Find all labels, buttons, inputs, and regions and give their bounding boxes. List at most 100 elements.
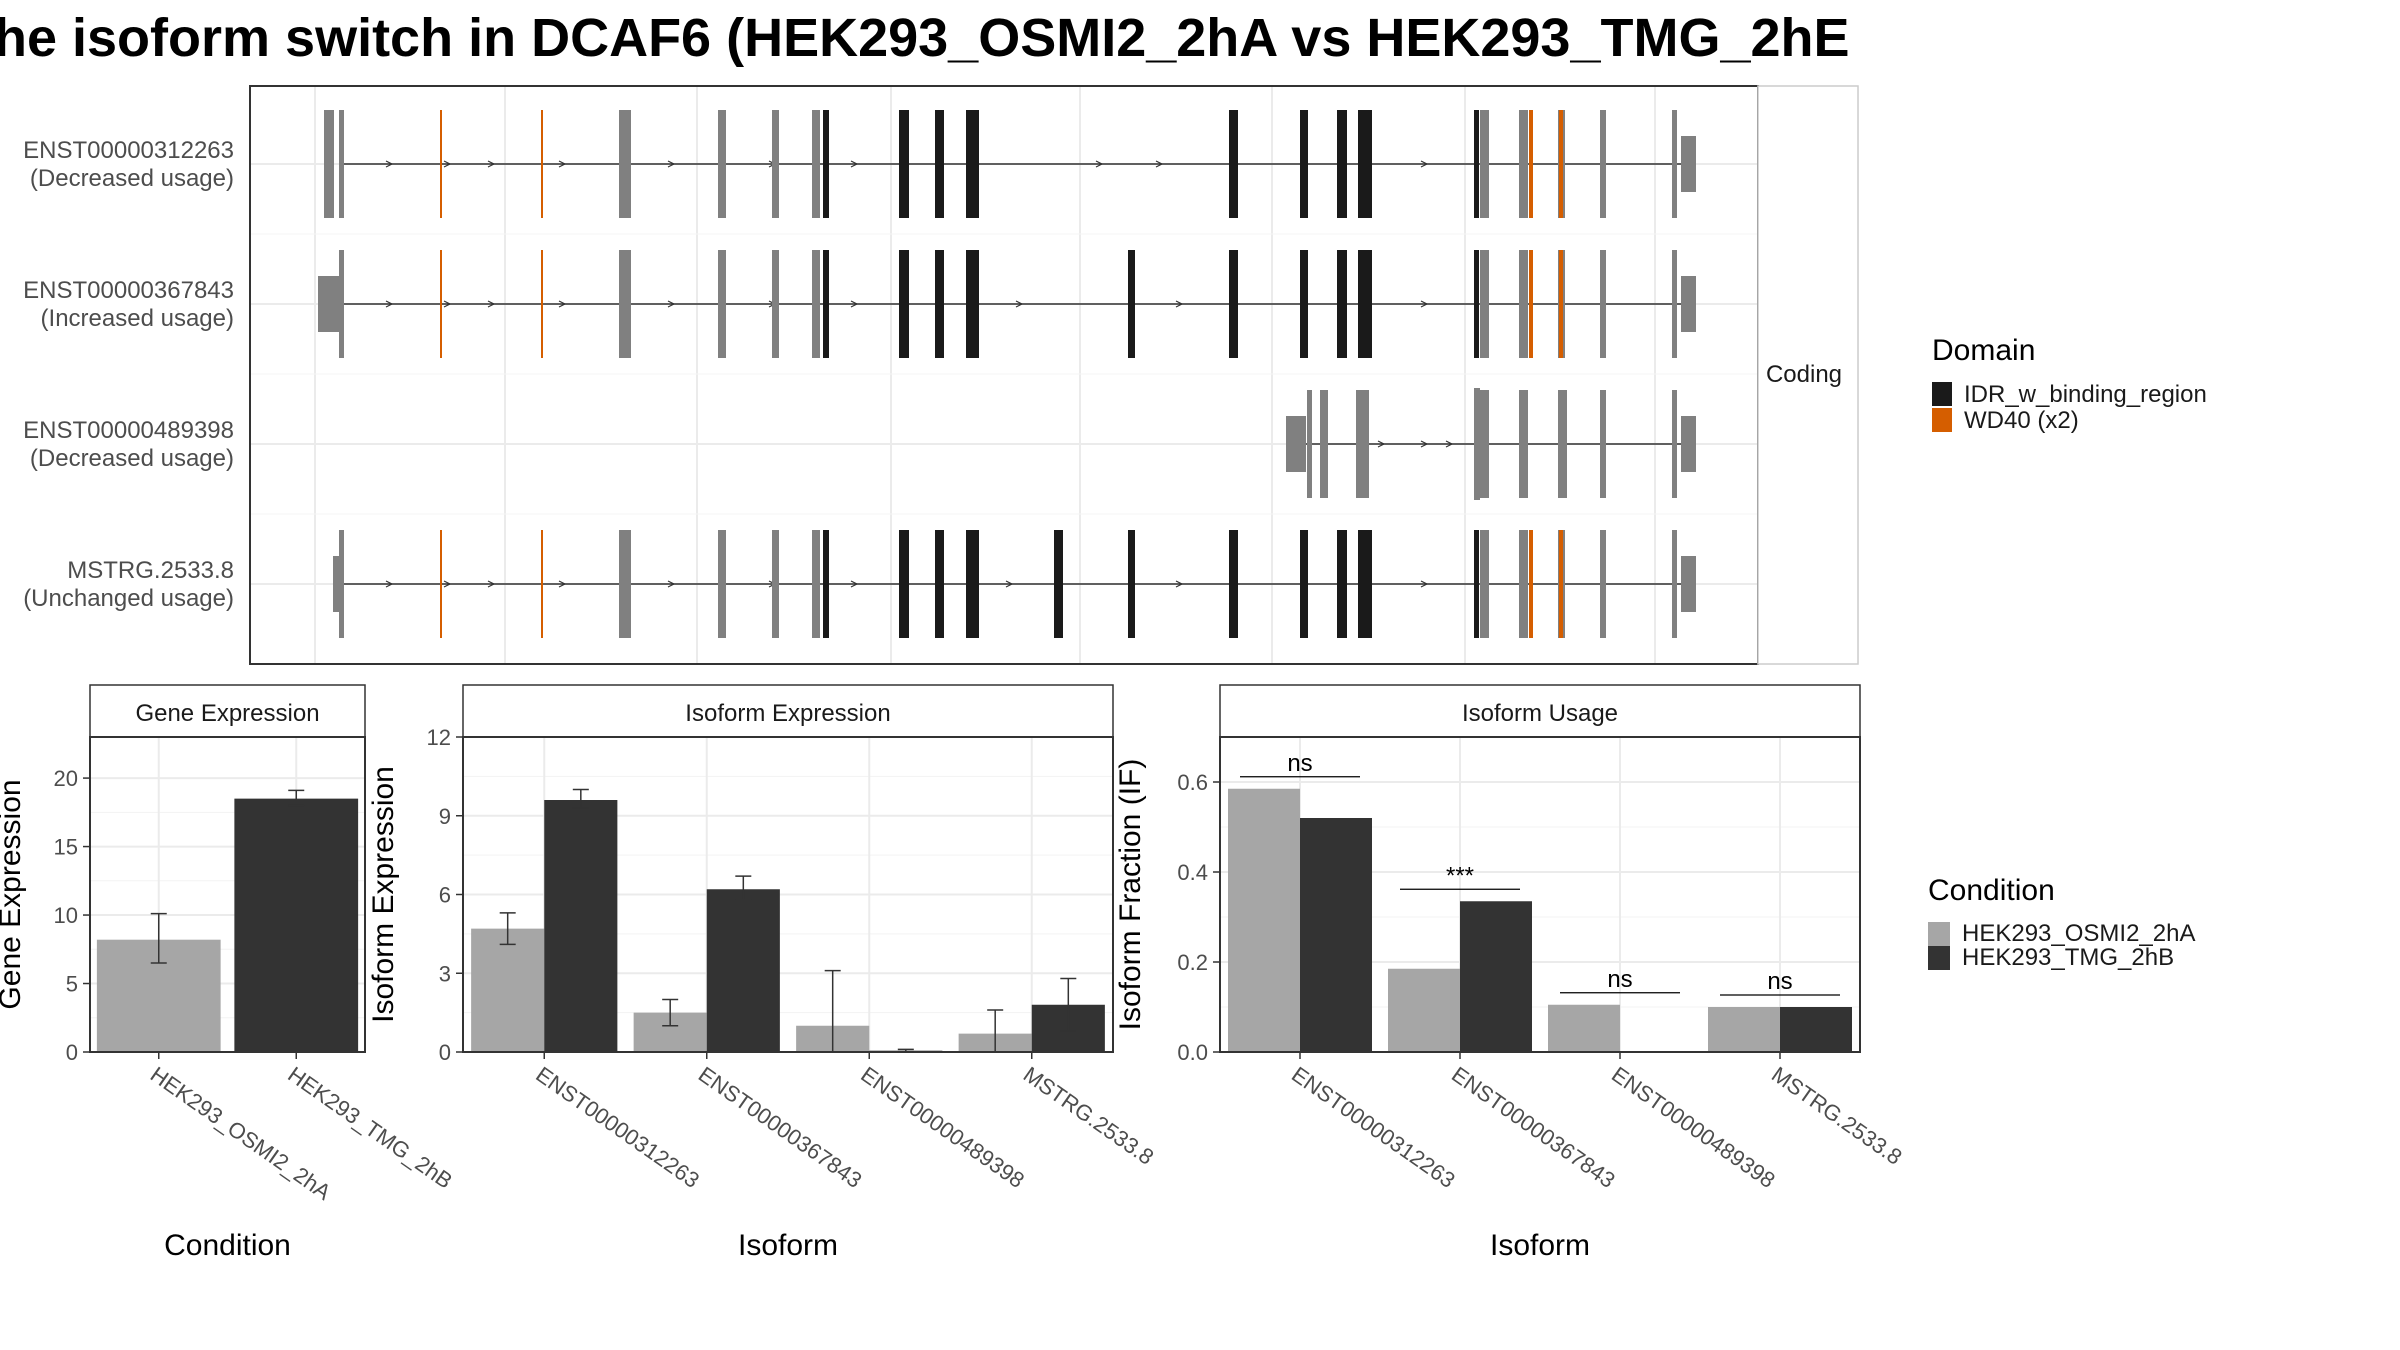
exon xyxy=(1600,250,1606,358)
exon xyxy=(1559,110,1563,218)
exon xyxy=(339,530,344,638)
strand-arrow xyxy=(850,300,859,308)
legend-swatch-wd40 xyxy=(1932,408,1952,432)
legend-label-idr: IDR_w_binding_region xyxy=(1964,381,2207,408)
legend-label-cond-b: HEK293_TMG_2hB xyxy=(1962,944,2174,971)
exon xyxy=(812,250,820,358)
bar xyxy=(706,889,780,1052)
bar xyxy=(1228,788,1300,1052)
strand-arrow xyxy=(1420,300,1429,308)
exon xyxy=(1480,110,1489,218)
exon xyxy=(1529,530,1533,638)
exon xyxy=(823,250,829,358)
exon xyxy=(1474,388,1480,500)
condition-legend: Condition HEK293_OSMI2_2hA HEK293_TMG_2h… xyxy=(1928,874,2195,971)
strand-arrow xyxy=(1445,440,1454,448)
bar xyxy=(1300,818,1372,1052)
bar xyxy=(1460,901,1532,1052)
exon xyxy=(718,250,726,358)
exon xyxy=(772,250,779,358)
transcript-tracks xyxy=(318,110,1696,638)
exon xyxy=(1320,390,1328,498)
exon xyxy=(966,110,979,218)
x-tick-label: ENST00000367843 xyxy=(1447,1062,1620,1193)
exon xyxy=(1519,110,1528,218)
exon xyxy=(1300,250,1308,358)
exon xyxy=(318,276,343,332)
transcript-labels: ENST00000312263(Decreased usage)ENST0000… xyxy=(23,137,234,612)
exon xyxy=(1474,250,1479,358)
exon xyxy=(1681,276,1696,332)
bar xyxy=(544,800,618,1052)
y-tick-label: 5 xyxy=(66,972,78,997)
exon xyxy=(899,250,909,358)
bar xyxy=(1388,968,1460,1052)
transcript-usage: (Increased usage) xyxy=(41,305,234,332)
y-tick-label: 20 xyxy=(54,766,78,791)
legend-label-wd40: WD40 (x2) xyxy=(1964,407,2079,434)
exon xyxy=(1558,390,1567,498)
exon xyxy=(1529,110,1533,218)
legend-swatch-cond-b xyxy=(1928,946,1950,970)
exon xyxy=(1519,530,1528,638)
strand-arrow xyxy=(385,300,394,308)
exon xyxy=(1559,530,1563,638)
x-tick-label: ENST00000367843 xyxy=(694,1062,867,1193)
exon xyxy=(1300,110,1308,218)
exon xyxy=(1672,390,1677,498)
exon xyxy=(541,250,543,358)
exon xyxy=(1474,110,1479,218)
exon xyxy=(1229,110,1238,218)
exon xyxy=(1480,390,1489,498)
facet-strip-title: Isoform Expression xyxy=(685,700,890,727)
y-tick-label: 0.2 xyxy=(1177,950,1208,975)
exon xyxy=(1358,250,1372,358)
exon xyxy=(1600,390,1606,498)
strand-arrow xyxy=(1175,580,1184,588)
facet-strip-title: Gene Expression xyxy=(135,700,319,727)
exon xyxy=(899,110,909,218)
significance-label: ns xyxy=(1607,966,1632,993)
plot-frame xyxy=(462,736,1114,1053)
exon xyxy=(899,530,909,638)
exon xyxy=(619,110,631,218)
exon xyxy=(339,250,344,358)
y-tick-label: 6 xyxy=(439,883,451,908)
exon xyxy=(1128,250,1135,358)
strand-arrow xyxy=(1377,440,1386,448)
legend-swatch-cond-a xyxy=(1928,922,1950,946)
x-tick-label: MSTRG.2533.8 xyxy=(1767,1062,1907,1170)
exon xyxy=(1358,530,1372,638)
structure-panel-background xyxy=(250,86,1758,664)
strand-arrow xyxy=(443,580,452,588)
exon xyxy=(823,110,829,218)
exon xyxy=(1480,250,1489,358)
exon xyxy=(1519,250,1528,358)
transcript-structure-panel: Coding ENST00000312263(Decreased usage)E… xyxy=(23,85,1859,665)
exon xyxy=(333,556,343,612)
exon xyxy=(1286,416,1306,472)
strand-arrow xyxy=(487,300,496,308)
strand-arrow xyxy=(385,160,394,168)
exon xyxy=(1229,250,1238,358)
exon xyxy=(440,530,442,638)
y-tick-label: 0.6 xyxy=(1177,770,1208,795)
exon xyxy=(1672,250,1677,358)
x-tick-label: ENST00000489398 xyxy=(856,1062,1029,1193)
exon xyxy=(1337,110,1347,218)
strand-arrow xyxy=(487,580,496,588)
strand-arrow xyxy=(1175,300,1184,308)
exon xyxy=(935,530,944,638)
bar xyxy=(234,798,359,1052)
transcript-name: ENST00000489398 xyxy=(23,417,234,444)
exon xyxy=(935,110,944,218)
strand-arrow xyxy=(850,160,859,168)
facet-strip xyxy=(89,684,366,738)
transcript-usage: (Decreased usage) xyxy=(30,445,234,472)
exon xyxy=(1300,530,1308,638)
strand-arrow xyxy=(443,300,452,308)
y-tick-label: 9 xyxy=(439,804,451,829)
strand-arrow xyxy=(667,300,676,308)
strand-arrow xyxy=(487,160,496,168)
